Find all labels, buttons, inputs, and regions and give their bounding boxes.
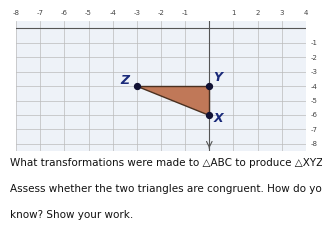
Text: Transformations Unit Test: Transformations Unit Test xyxy=(135,4,242,13)
Text: X: X xyxy=(214,112,223,125)
Text: Z: Z xyxy=(120,74,129,87)
Text: What transformations were made to △ABC to produce △XYZ?: What transformations were made to △ABC t… xyxy=(10,158,322,168)
Text: know? Show your work.: know? Show your work. xyxy=(10,211,133,220)
Text: formations: formations xyxy=(6,4,52,13)
Point xyxy=(207,84,212,88)
Point xyxy=(134,84,139,88)
Text: Assess whether the two triangles are congruent. How do you: Assess whether the two triangles are con… xyxy=(10,184,322,194)
Point xyxy=(207,113,212,117)
Text: Y: Y xyxy=(213,71,222,84)
Polygon shape xyxy=(137,86,209,115)
